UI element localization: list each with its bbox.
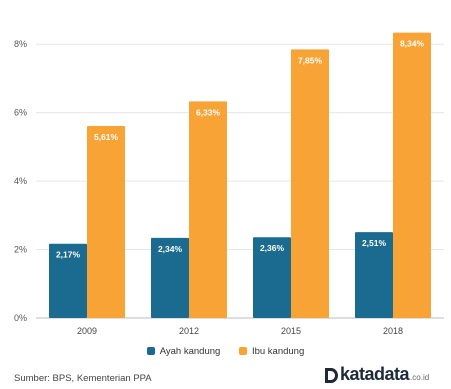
y-tick-label: 8% [14,39,27,49]
y-tick-label: 4% [14,176,27,186]
bar-ayah [151,237,189,318]
legend-swatch-ibu [238,347,247,355]
data-label: 2,34% [158,244,183,254]
bar-ayah [49,243,87,318]
data-label: 6,33% [196,107,221,117]
legend: Ayah kandung Ibu kandung [0,346,451,357]
data-label: 2,17% [56,250,81,260]
bar-ayah [355,232,393,318]
data-label: 5,61% [94,132,119,142]
katadata-logo-mark [325,368,338,383]
data-label: 2,51% [362,238,387,248]
data-label: 2,36% [260,243,285,253]
bar-ibu [393,32,431,318]
legend-label-ayah: Ayah kandung [159,346,221,357]
legend-label-ibu: Ibu kandung [251,346,305,357]
legend-swatch-ayah [146,347,155,355]
x-tick-label: 2015 [281,326,301,336]
y-tick-label: 0% [14,313,27,323]
katadata-logo: katadata.co.id [325,364,435,385]
data-label: 8,34% [400,39,425,49]
source-note: Sumber: BPS, Kementerian PPA [14,373,152,384]
logo-name: katadata [340,364,410,384]
katadata-logo-text: katadata.co.id [340,364,429,385]
data-label: 7,85% [298,55,323,65]
x-tick-label: 2009 [77,326,97,336]
chart-canvas: 0% 2% 4% 6% 8% 2,17% 5,61% 2009 2,34% 6,33% 2012 2,… [14,32,444,336]
x-tick-label: 2012 [179,326,199,336]
logo-suffix: .co.id [410,373,430,382]
x-tick-label: 2018 [383,326,403,336]
bar-ayah [253,237,291,318]
y-tick-label: 2% [14,245,27,255]
legend-item-ibu: Ibu kandung [238,346,305,357]
legend-item-ayah: Ayah kandung [146,346,221,357]
bar-ibu [189,101,227,318]
bar-ibu [87,126,125,318]
y-tick-label: 6% [14,108,27,118]
bar-ibu [291,49,329,318]
